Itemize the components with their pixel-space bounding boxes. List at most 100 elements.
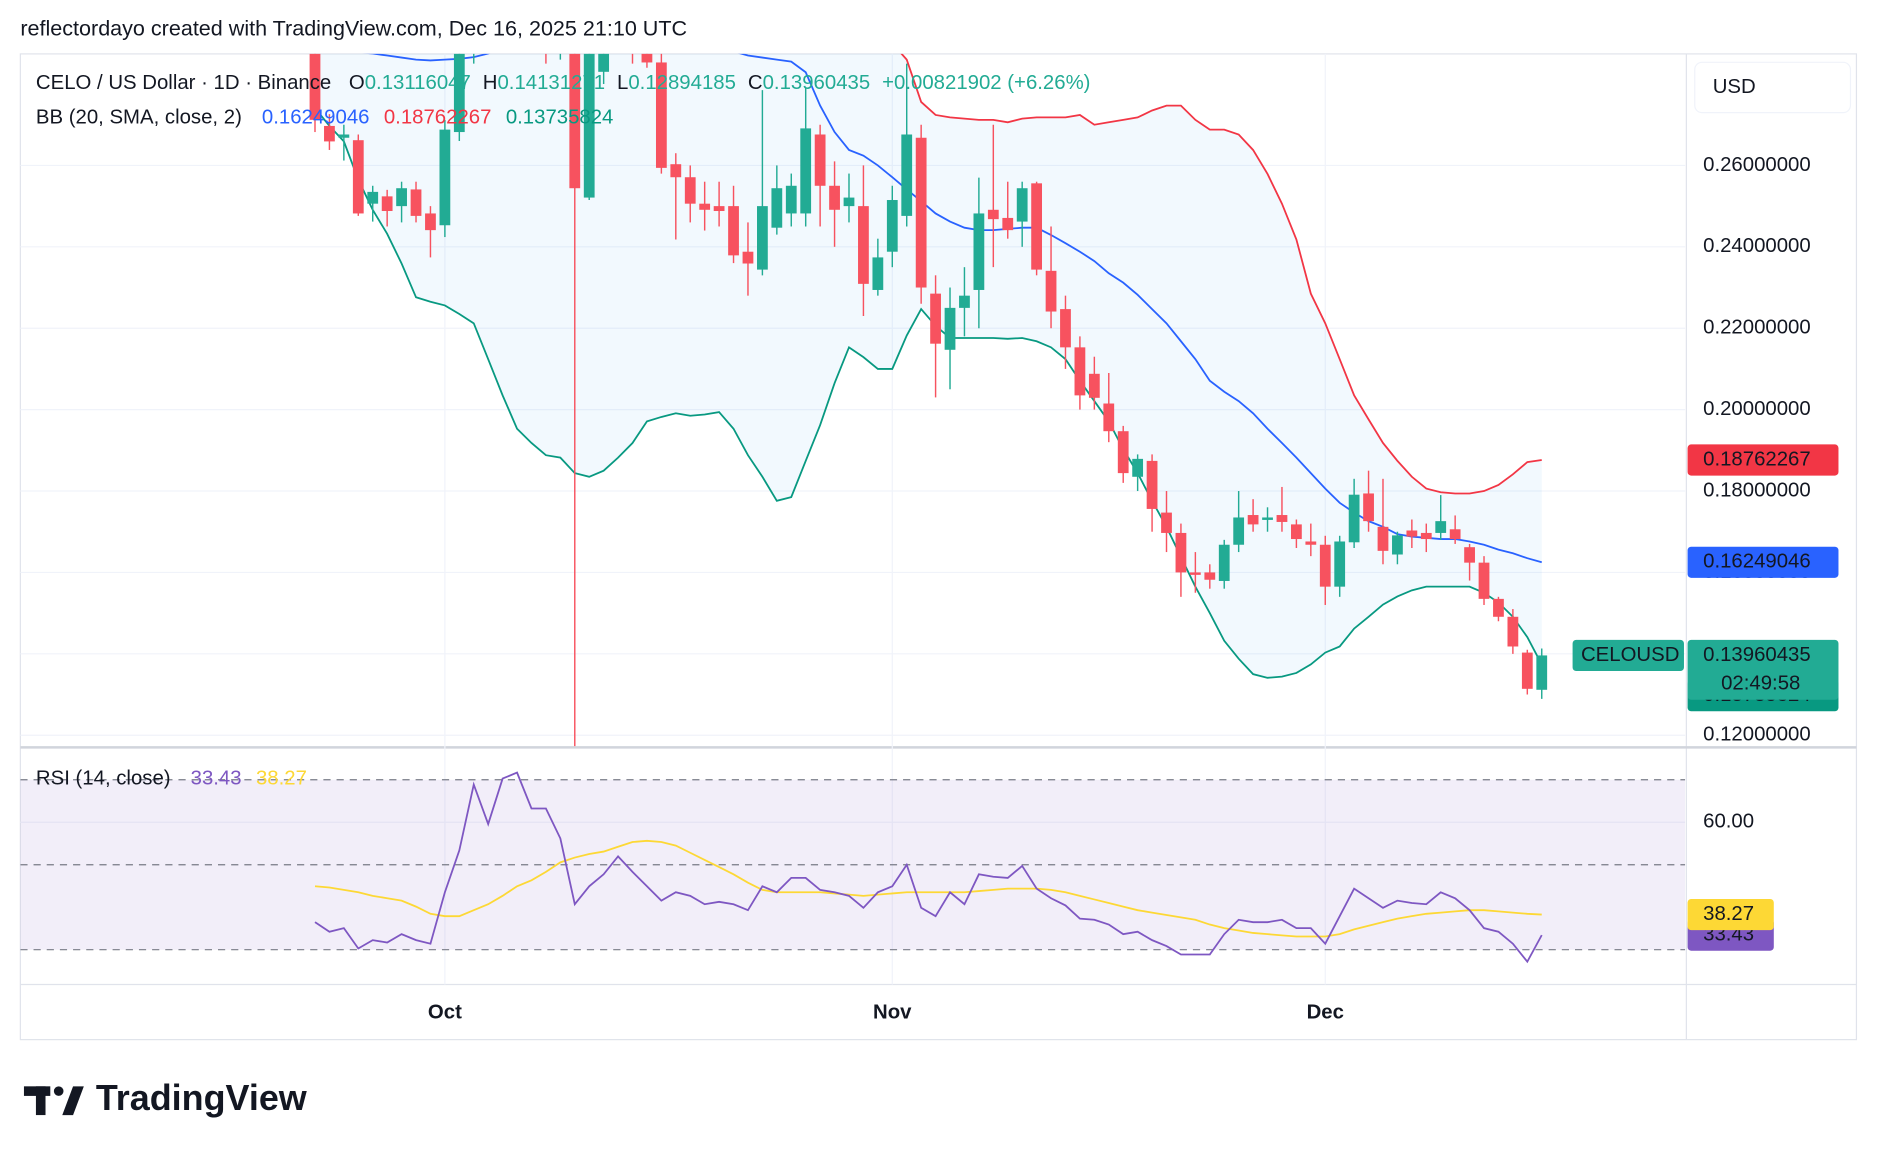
candle-body bbox=[1233, 517, 1245, 545]
candle-body bbox=[785, 185, 797, 214]
candle-body bbox=[800, 128, 812, 214]
ohlc-label: H bbox=[483, 72, 498, 94]
ohlc-label: O bbox=[349, 72, 365, 94]
candle-body bbox=[1218, 544, 1230, 581]
logo-mark bbox=[53, 1086, 64, 1096]
ohlc-label: L bbox=[617, 72, 628, 94]
candle-body bbox=[1464, 547, 1475, 563]
logo: TradingView bbox=[23, 1077, 308, 1118]
candle-body bbox=[381, 196, 393, 212]
candle-body bbox=[324, 125, 335, 142]
bb-line bbox=[900, 53, 1542, 495]
x-tick-label: Dec bbox=[1307, 1002, 1344, 1024]
change: +0.00821902 (+6.26%) bbox=[882, 72, 1090, 94]
logo-text: TradingView bbox=[96, 1077, 308, 1118]
price-pane bbox=[309, 53, 1548, 747]
candle-body bbox=[1060, 309, 1071, 348]
candle-body bbox=[1161, 512, 1172, 533]
logo-mark bbox=[62, 1086, 84, 1116]
candle-body bbox=[930, 293, 941, 344]
candle-body bbox=[1377, 526, 1389, 551]
candle-body bbox=[829, 185, 840, 210]
candle-body bbox=[1103, 403, 1115, 432]
rsi-value-label-box bbox=[1687, 898, 1774, 931]
candle-body bbox=[641, 53, 653, 63]
candle-body bbox=[1146, 460, 1158, 509]
candle-body bbox=[1536, 655, 1548, 690]
currency[interactable]: USD bbox=[1713, 76, 1756, 98]
candle-body bbox=[915, 137, 927, 288]
candle-body bbox=[1204, 572, 1216, 580]
chart-frame bbox=[19, 53, 1858, 1041]
candle-body bbox=[655, 62, 667, 168]
candle-body bbox=[1478, 562, 1490, 599]
currency-button[interactable] bbox=[1694, 61, 1852, 114]
upper-band-label: 0.18762267 bbox=[1703, 448, 1811, 470]
bb-value: 0.18762267 bbox=[384, 107, 492, 129]
y-tick-label: 0.24000000 bbox=[1703, 235, 1811, 257]
candle-body bbox=[1319, 544, 1331, 587]
bb-legend: BB (20, SMA, close, 2) 0.16249046 0.18762… bbox=[36, 107, 613, 129]
bb-title: BB (20, SMA, close, 2) bbox=[36, 107, 242, 129]
y-tick-label: 0.18000000 bbox=[1703, 479, 1811, 501]
rsi-line bbox=[314, 839, 1542, 938]
candle-body bbox=[569, 53, 581, 189]
candle-body bbox=[1247, 515, 1259, 525]
ohlc-value: 0.14131271 bbox=[497, 72, 605, 94]
candle-body bbox=[1189, 572, 1201, 575]
candle-body bbox=[670, 164, 682, 178]
candle-body bbox=[1088, 373, 1100, 398]
candle-body bbox=[1449, 529, 1461, 540]
candle-body bbox=[771, 188, 783, 228]
rsi-legend: RSI (14, close) 33.43 38.27 bbox=[36, 768, 307, 790]
x-tick-label: Oct bbox=[428, 1002, 462, 1024]
candle-body bbox=[1521, 652, 1533, 689]
candle-body bbox=[598, 53, 610, 72]
candle-body bbox=[1363, 493, 1374, 522]
candle-body bbox=[1262, 517, 1273, 520]
candle-body bbox=[872, 257, 884, 290]
ohlc-value: 0.12894185 bbox=[628, 72, 736, 94]
candle-body bbox=[858, 206, 869, 284]
ohlc-value: 0.13116047 bbox=[365, 72, 471, 94]
candle-body bbox=[1507, 616, 1519, 647]
candle-body bbox=[1276, 515, 1288, 522]
candle-body bbox=[309, 53, 321, 120]
bb-line bbox=[314, 107, 1543, 679]
candle-body bbox=[425, 213, 436, 231]
last-price-label: 0.13960435 bbox=[1703, 644, 1811, 666]
candle-body bbox=[901, 134, 913, 216]
x-tick-label: Nov bbox=[873, 1002, 912, 1024]
candle-body bbox=[886, 200, 898, 252]
rsi-value-label: 38.27 bbox=[1703, 903, 1754, 925]
price-labels: 0.187622670.162490460.13735824CELOUSD0.1… bbox=[1572, 444, 1839, 951]
y-tick-label: 60.00 bbox=[1703, 811, 1754, 833]
y-tick-label: 0.22000000 bbox=[1703, 317, 1811, 339]
candle-body bbox=[1406, 530, 1418, 537]
candle-body bbox=[1493, 598, 1504, 617]
symbol-label: CELOUSD bbox=[1581, 644, 1679, 666]
ohlc-value: 0.13960435 bbox=[763, 72, 871, 94]
candle-body bbox=[1392, 535, 1403, 555]
candle-body bbox=[1074, 347, 1086, 396]
y-tick-label: 0.12000000 bbox=[1703, 724, 1811, 746]
candle-body bbox=[1305, 541, 1317, 545]
candle-body bbox=[959, 295, 970, 308]
rsi-line bbox=[314, 771, 1543, 964]
candle-body bbox=[396, 188, 407, 207]
ohlc-label: C bbox=[748, 72, 763, 94]
candle-body bbox=[338, 134, 350, 138]
candle-body bbox=[1031, 183, 1043, 270]
symbol-box bbox=[1572, 639, 1684, 671]
logo-mark bbox=[35, 1086, 46, 1116]
candle-body bbox=[1435, 521, 1447, 533]
last-price-label-box bbox=[1687, 639, 1839, 700]
candle-body bbox=[944, 307, 956, 350]
rsi-pane bbox=[20, 779, 1686, 951]
candle-body bbox=[843, 197, 855, 207]
candle-body bbox=[1002, 217, 1014, 231]
candle-body bbox=[1016, 188, 1028, 222]
candle-body bbox=[1334, 541, 1346, 587]
